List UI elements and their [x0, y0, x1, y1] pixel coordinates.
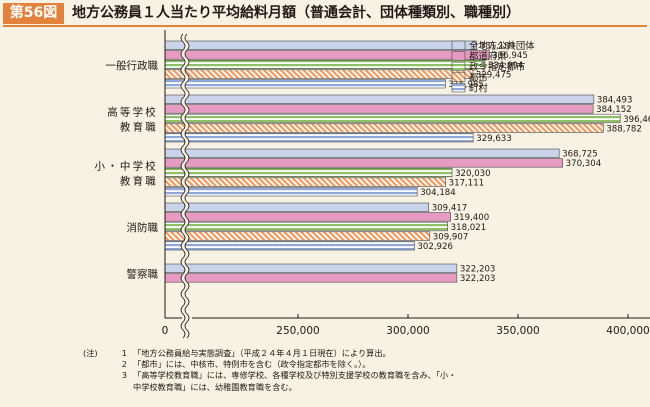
footnote-text: 「地方公務員給与実態調査」（平成２４年４月１日現在）により算出。 [133, 348, 391, 358]
bar [164, 167, 453, 178]
legend-label: 全地方公共団体 [469, 40, 535, 52]
value-label: 322,203 [460, 274, 496, 284]
header-rule [3, 25, 647, 27]
bar [164, 94, 595, 104]
figure-header: 第56図 地方公務員１人当たり平均給料月額（普通会計、団体種類別、職種別） [0, 0, 650, 27]
bar [164, 113, 621, 124]
x-tick-label: 0 [162, 325, 169, 337]
x-tick-label: 350,000 [496, 325, 539, 337]
bar [164, 241, 415, 251]
value-label: 370,304 [566, 159, 602, 169]
category-label: 高等学校 [107, 106, 158, 119]
bar-chart: 一般行政職高等学校教育職小・中学校教育職消防職警察職331,189384,493… [95, 30, 650, 340]
footnote-number: 1 [121, 348, 127, 358]
axis-break-mark [180, 33, 186, 339]
footnote-3: 3 「高等学校教育職」には、専修学校、各種学校及び特別支援学校の教育職を含み、「… [83, 370, 628, 381]
category-label: 消防職 [127, 221, 159, 234]
footnote-1: (注) 1 「地方公務員給与実態調査」（平成２４年４月１日現在）により算出。 [83, 348, 628, 359]
bar [164, 212, 451, 222]
bar [164, 177, 446, 187]
footnote-2: 2 「都市」には、中核市、特例市を含む（政令指定都市を除く。）。 [83, 359, 628, 370]
footnote-3-continued: 中学校教育職」には、幼稚園教育職を含む。 [133, 381, 297, 392]
value-label: 384,493 [597, 96, 633, 106]
value-label: 317,111 [449, 178, 485, 188]
value-label: 322,203 [460, 265, 496, 275]
footnote-head: (注) [83, 348, 98, 358]
axis-break-mark [184, 33, 190, 339]
footnote-number: 2 [121, 359, 127, 370]
footnote-text: 「高等学校教育職」には、専修学校、各種学校及び特別支援学校の教育職を含み、「小・ [133, 370, 457, 381]
legend-label: 都市 [469, 72, 488, 84]
footnote-text: 「都市」には、中核市、特例市を含む（政令指定都市を除く。）。 [133, 359, 371, 370]
category-label: 小・中学校 [95, 160, 159, 173]
value-label: 329,475 [476, 70, 512, 80]
value-label: 316,985 [448, 80, 484, 90]
bar [164, 231, 431, 241]
legend-label: 町村 [469, 82, 488, 94]
value-label: 302,926 [417, 242, 453, 252]
category-label: 一般行政職 [106, 59, 159, 72]
bar [164, 158, 563, 168]
axis-break-gap [181, 32, 189, 340]
bar [164, 104, 594, 114]
legend-swatch [451, 61, 466, 72]
value-label: 384,152 [596, 105, 632, 115]
category-label: 教育職 [120, 121, 158, 134]
bar [164, 40, 477, 50]
x-tick-label: 300,000 [386, 325, 429, 337]
value-label: 334,994 [488, 61, 524, 71]
bar [164, 187, 418, 197]
legend-swatch [451, 72, 466, 82]
bar [164, 69, 474, 79]
legend-swatch [451, 83, 466, 93]
bar [164, 221, 448, 232]
bar [164, 133, 474, 143]
x-tick-label: 400,000 [606, 325, 649, 337]
value-label: 320,030 [455, 169, 491, 179]
value-label: 309,417 [432, 204, 468, 214]
value-label: 309,907 [433, 232, 469, 242]
value-label: 396,462 [623, 115, 650, 125]
legend-label: 政令指定都市 [469, 61, 525, 73]
bar [164, 202, 430, 212]
figure-number-badge: 第56図 [3, 3, 64, 24]
bar [164, 263, 458, 273]
bar [164, 79, 446, 89]
bar [164, 273, 458, 283]
bar [164, 123, 604, 133]
value-label: 331,189 [480, 42, 516, 52]
value-label: 319,400 [454, 213, 490, 223]
value-label: 318,021 [451, 223, 487, 233]
value-label: 336,945 [492, 51, 528, 61]
bar [164, 59, 486, 70]
bar [164, 148, 560, 158]
footnote-number: 3 [121, 370, 127, 381]
legend-label: 都道府県 [469, 51, 507, 63]
bar [164, 50, 490, 60]
value-label: 329,633 [476, 134, 512, 144]
footnotes: (注) 1 「地方公務員給与実態調査」（平成２４年４月１日現在）により算出。 2… [83, 348, 628, 393]
legend-swatch [451, 51, 466, 61]
category-label: 教育職 [120, 175, 158, 188]
legend-swatch [451, 40, 466, 50]
category-label: 警察職 [127, 268, 159, 281]
x-tick-label: 250,000 [276, 325, 319, 337]
value-label: 368,725 [562, 150, 598, 160]
value-label: 388,782 [606, 124, 642, 134]
value-label: 304,184 [420, 188, 456, 198]
figure-title: 地方公務員１人当たり平均給料月額（普通会計、団体種類別、職種別） [72, 5, 520, 21]
